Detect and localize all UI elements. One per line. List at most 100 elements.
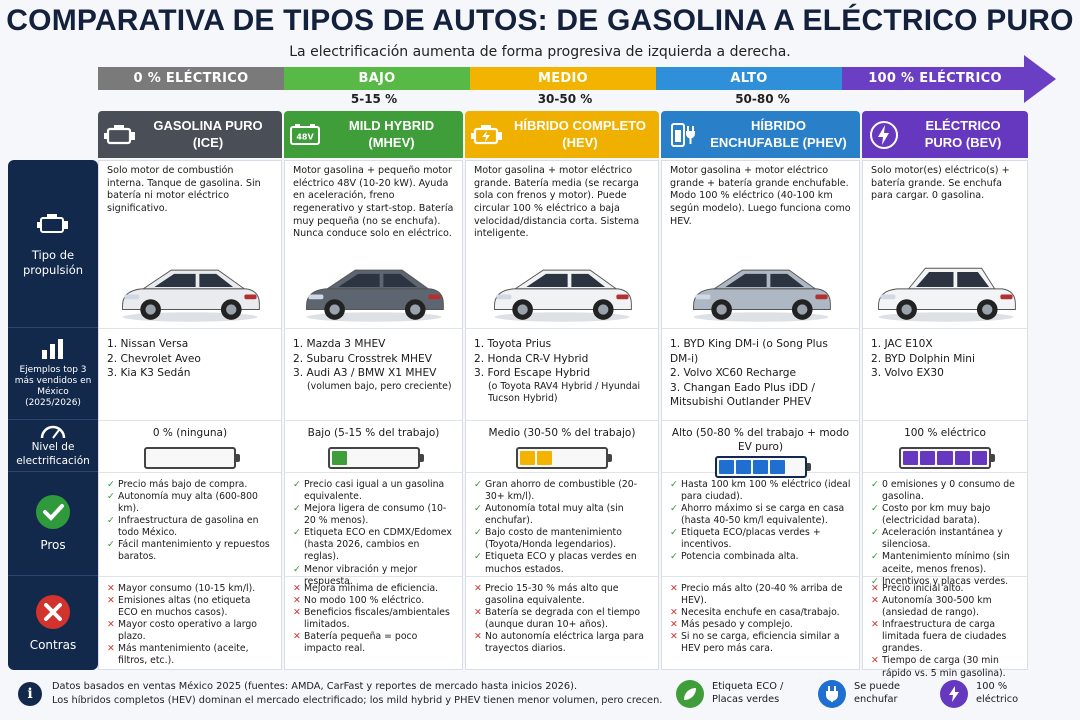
- legend-electric: 100 % eléctrico: [940, 680, 1031, 708]
- pro-item: Etiqueta ECO y placas verdes en muchos e…: [474, 551, 650, 575]
- x-circle-icon: [36, 594, 70, 629]
- column-phev: Motor gasolina + motor eléctrico grande …: [661, 160, 860, 670]
- battery-cell: [954, 450, 970, 465]
- pro-item: Ahorro máximo si se carga en casa (hasta…: [670, 503, 851, 527]
- battery-cell: [903, 450, 919, 465]
- example-item: 3. Audi A3 / BMW X1 MHEV: [293, 367, 437, 380]
- column-header-hev: HÍBRIDO COMPLETO (HEV): [465, 111, 659, 158]
- column-header-bev: ELÉCTRICO PURO (BEV): [862, 111, 1028, 158]
- propulsion-cell: Motor gasolina + motor eléctrico grande.…: [466, 161, 658, 329]
- pro-item: Autonomía total muy alta (sin enchufar).: [474, 503, 650, 527]
- leaf-icon: [676, 680, 704, 708]
- con-item: Más mantenimiento (aceite, filtros, etc.…: [107, 643, 273, 667]
- row-label-text: Tipo de propulsión: [22, 248, 84, 277]
- hybrid-engine-icon: [465, 122, 509, 148]
- propulsion-cell: Motor gasolina + motor eléctrico grande …: [662, 161, 859, 329]
- con-item: Precio 15-30 % más alto que gasolina equ…: [474, 583, 650, 607]
- battery-cell: [787, 460, 802, 474]
- examples-cell: 1. Nissan Versa 2. Chevrolet Aveo 3. Kia K…: [99, 329, 281, 421]
- scale-segment-medium: MEDIO: [470, 67, 656, 90]
- battery-icon: [144, 446, 240, 469]
- battery-cell: [148, 451, 163, 465]
- pro-item: Infraestructura de gasolina en todo Méxi…: [107, 515, 273, 539]
- plug-icon: [818, 680, 846, 708]
- footer-note-line1: Datos basados en ventas México 2025 (fue…: [52, 681, 578, 692]
- level-cell: Medio (30-50 % del trabajo): [466, 421, 658, 473]
- propulsion-cell: Solo motor de combustión interna. Tanque…: [99, 161, 281, 329]
- battery-cell: [589, 451, 604, 465]
- examples-cell: 1. Mazda 3 MHEV 2. Subaru Crosstrek MHEV 3…: [285, 329, 462, 421]
- level-cell: 0 % (ninguna): [99, 421, 281, 473]
- pro-item: Autonomía muy alta (600-800 km).: [107, 491, 273, 515]
- example-item: 2. Subaru Crosstrek MHEV: [293, 352, 432, 365]
- con-item: Batería se degrada con el tiempo (aunque…: [474, 607, 650, 631]
- level-cell: 100 % eléctrico: [863, 421, 1027, 473]
- battery-cell: [971, 450, 988, 465]
- battery-cell: [735, 459, 751, 474]
- level-label: 100 % eléctrico: [904, 427, 986, 439]
- example-item: 1. JAC E10X: [871, 338, 933, 350]
- pros-cell: Precio casi igual a un gasolina equivale…: [285, 473, 462, 587]
- battery-cell: [920, 450, 936, 465]
- car-image: [305, 269, 444, 322]
- level-label: Medio (30-50 % del trabajo): [488, 427, 636, 439]
- propulsion-text: Motor gasolina + motor eléctrico grande.…: [474, 165, 640, 240]
- battery-cell: [937, 450, 953, 465]
- row-label-examples: Ejemplos top 3 más vendidos en México (2…: [8, 328, 98, 420]
- check-circle-icon: [36, 495, 70, 529]
- footer-note: Datos basados en ventas México 2025 (fue…: [52, 680, 662, 708]
- column-hev: Motor gasolina + motor eléctrico grande.…: [465, 160, 659, 670]
- row-label-propulsion: Tipo de propulsión: [8, 160, 98, 328]
- battery-cell: [383, 451, 398, 465]
- con-item: Beneficios fiscales/ambientales limitado…: [293, 607, 454, 631]
- battery-cell: [400, 451, 415, 465]
- pro-item: Gran ahorro de combustible (20-30+ km/l)…: [474, 479, 650, 503]
- column-header-ice: GASOLINA PURO (ICE): [98, 111, 282, 158]
- legend-plug: Se puede enchufar: [818, 680, 914, 708]
- engine-icon: [98, 122, 142, 148]
- battery-cell: [331, 450, 347, 465]
- column-header-phev: HÍBRIDO ENCHUFABLE (PHEV): [661, 111, 860, 158]
- propulsion-cell: Motor gasolina + pequeño motor eléctrico…: [285, 161, 462, 329]
- column-header-mhev: 48V MILD HYBRID (MHEV): [284, 111, 463, 158]
- con-item: Tiempo de carga (30 min rápido vs. 5 min…: [871, 655, 1019, 679]
- car-image: [878, 267, 1016, 322]
- range-low: 5-15 %: [350, 92, 398, 106]
- engine-icon: [37, 214, 68, 234]
- con-item: Más pesado y complejo.: [670, 619, 851, 631]
- scale-segment-low: BAJO: [284, 67, 470, 90]
- battery-icon: [327, 446, 424, 469]
- car-image: [122, 269, 260, 322]
- battery-cell: [770, 459, 786, 474]
- phone-plug-icon: [661, 121, 705, 149]
- row-label-level: Nivel de electrificación: [8, 420, 98, 472]
- column-mhev: Motor gasolina + pequeño motor eléctrico…: [284, 160, 463, 670]
- con-item: Mayor consumo (10-15 km/l).: [107, 583, 273, 595]
- con-item: Autonomía 300-500 km (ansiedad de rango)…: [871, 595, 1019, 619]
- example-item: (volumen bajo, pero creciente): [307, 380, 452, 392]
- lightning-icon: [940, 680, 968, 708]
- pro-item: 0 emisiones y 0 consumo de gasolina.: [871, 479, 1019, 503]
- example-item: 3. Kia K3 Sedán: [107, 367, 191, 380]
- example-item: (o Toyota RAV4 Hybrid / Hyundai Tucson H…: [488, 380, 641, 404]
- con-item: Si no se carga, eficiencia similar a HEV…: [670, 631, 851, 655]
- pros-cell: Precio más bajo de compra.Autonomía muy …: [99, 473, 281, 577]
- column-ice: Solo motor de combustión interna. Tanque…: [98, 160, 282, 670]
- example-item: 2. Volvo XC60 Recharge: [670, 367, 797, 380]
- cons-cell: Mejora mínima de eficiencia.No modo 100 …: [285, 577, 462, 671]
- example-item: 2. Chevrolet Aveo: [107, 352, 201, 365]
- cons-cell: Mayor consumo (10-15 km/l).Emisiones alt…: [99, 577, 281, 671]
- scale-segment-0: 0 % ELÉCTRICO: [98, 67, 284, 90]
- examples-cell: 1. Toyota Prius 2. Honda CR-V Hybrid 3. Fo…: [466, 329, 658, 421]
- car-image: [692, 269, 831, 322]
- pros-cell: Gran ahorro de combustible (20-30+ km/l)…: [466, 473, 658, 577]
- level-label: Bajo (5-15 % del trabajo): [307, 427, 440, 439]
- gauge-icon: [40, 426, 66, 439]
- cons-cell: Precio 15-30 % más alto que gasolina equ…: [466, 577, 658, 671]
- electrification-scale: 0 % ELÉCTRICO BAJO MEDIO ALTO 100 % ELÉC…: [98, 67, 1028, 90]
- propulsion-cell: Solo motor(es) eléctrico(s) + batería gr…: [863, 161, 1027, 329]
- battery-cell: [366, 451, 381, 465]
- lightning-icon: [862, 120, 906, 150]
- pro-item: Bajo costo de mantenimiento (Toyota/Hond…: [474, 527, 650, 551]
